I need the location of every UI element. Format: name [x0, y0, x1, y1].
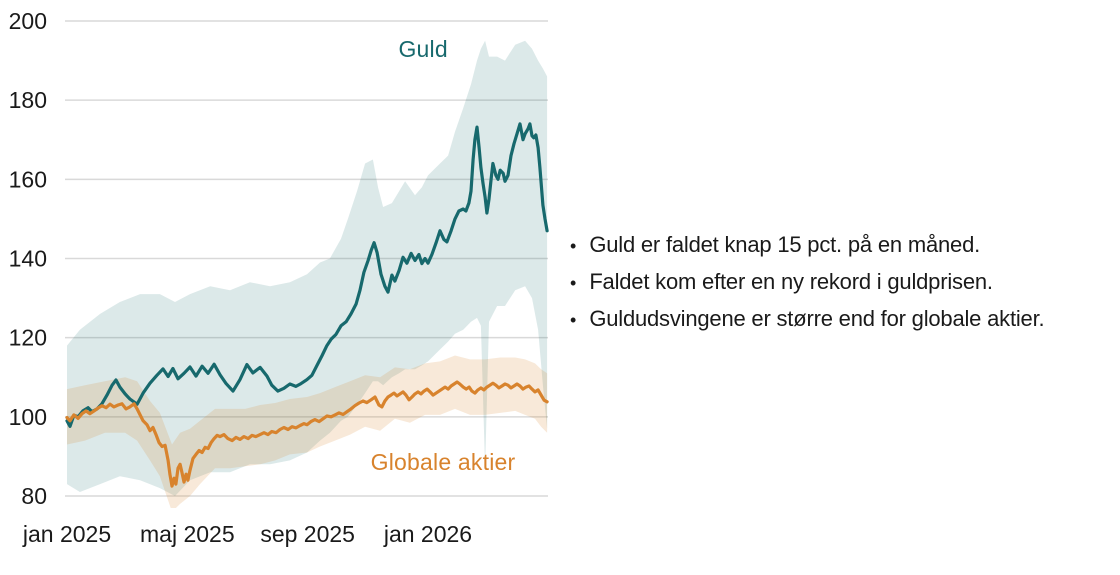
key-point-text: Guldudsvingene er større end for globale… — [589, 306, 1045, 331]
series-line-aktier — [65, 380, 549, 488]
key-point: • Guld er faldet knap 15 pct. på en måne… — [570, 227, 1115, 264]
y-tick-label: 80 — [21, 483, 47, 509]
series-band-guld — [67, 40, 548, 497]
x-tick-label: maj 2025 — [140, 521, 235, 547]
y-tick-label: 120 — [9, 325, 47, 351]
key-points-list: • Guld er faldet knap 15 pct. på en måne… — [570, 227, 1115, 338]
x-tick-label: jan 2025 — [22, 521, 111, 547]
bullet-icon: • — [570, 310, 577, 330]
series-label-guld: Guld — [398, 36, 447, 62]
y-tick-label: 160 — [9, 166, 47, 192]
bullet-icon: • — [570, 236, 577, 256]
x-tick-label: sep 2025 — [260, 521, 355, 547]
y-tick-label: 200 — [9, 8, 47, 34]
y-tick-label: 100 — [9, 404, 47, 430]
series-line-guld — [65, 122, 549, 428]
bullet-icon: • — [570, 273, 577, 293]
y-tick-label: 140 — [9, 245, 47, 271]
chart-area: 80 100 120 140 160 180 200 jan 2025 maj 2025 sep … — [0, 0, 560, 570]
key-point-text: Guld er faldet knap 15 pct. på en måned. — [589, 232, 981, 257]
key-point-text: Faldet kom efter en ny rekord i guldpris… — [589, 269, 993, 294]
key-point: • Guldudsvingene er større end for globa… — [570, 301, 1115, 338]
x-tick-label: jan 2026 — [383, 521, 472, 547]
series-label-aktier: Globale aktier — [371, 449, 516, 475]
key-point: • Faldet kom efter en ny rekord i guldpr… — [570, 264, 1115, 301]
gold-vs-stocks-chart: 80 100 120 140 160 180 200 jan 2025 maj 2025 sep … — [9, 8, 549, 547]
series-band-aktier — [67, 355, 548, 508]
y-tick-label: 180 — [9, 87, 47, 113]
